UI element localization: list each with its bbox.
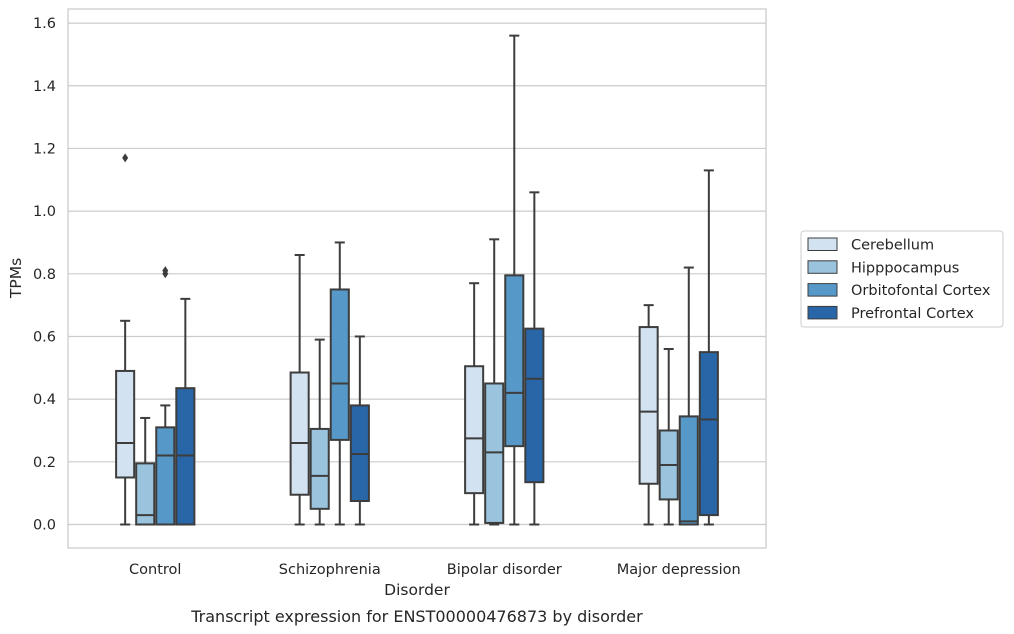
legend-label: Cerebellum — [851, 238, 934, 254]
x-tick-label: Bipolar disorder — [447, 562, 562, 578]
box-iqr — [115, 369, 136, 479]
box — [658, 348, 679, 526]
box — [155, 266, 176, 526]
box — [115, 153, 136, 526]
outlier-marker — [162, 266, 169, 276]
x-tick-label: Control — [129, 562, 181, 578]
box — [678, 266, 699, 526]
y-tick-label: 0.0 — [33, 517, 56, 533]
box-iqr — [135, 462, 156, 526]
box-iqr — [678, 415, 699, 526]
y-tick-label: 0.8 — [33, 267, 56, 283]
box — [309, 338, 330, 526]
legend-label: Orbitofontal Cortex — [851, 283, 991, 299]
series-orbitofontal-cortex — [155, 34, 699, 526]
box-iqr — [309, 427, 330, 510]
box-iqr — [504, 274, 525, 448]
legend-swatch — [807, 283, 838, 297]
y-tick-label: 1.0 — [33, 204, 56, 220]
x-tick-label: Major depression — [617, 562, 741, 578]
box-iqr — [289, 371, 310, 496]
y-axis-title: TPMs — [7, 258, 25, 299]
outlier-marker — [122, 153, 129, 163]
legend-label: Hipppocampus — [851, 260, 959, 276]
series-cerebellum — [115, 153, 659, 526]
box — [464, 282, 485, 526]
series-prefrontal-cortex — [175, 169, 719, 526]
box — [135, 416, 156, 526]
x-axis-ticks: Control Schizophrenia Bipolar disorder Majo… — [129, 562, 741, 578]
box — [349, 335, 370, 526]
box-series — [115, 34, 719, 526]
chart-caption: Transcript expression for ENST0000047687… — [190, 607, 643, 626]
y-tick-label: 1.4 — [33, 79, 56, 95]
box — [524, 191, 545, 526]
box — [638, 304, 659, 526]
x-tick-label: Schizophrenia — [279, 562, 381, 578]
box-iqr — [155, 426, 176, 526]
x-axis-title: Disorder — [384, 581, 450, 599]
box — [698, 169, 719, 526]
legend: Cerebellum Hipppocampus Orbitofontal Corte… — [800, 230, 1004, 328]
legend-label: Prefrontal Cortex — [851, 306, 974, 322]
y-tick-label: 0.2 — [33, 455, 56, 471]
series-hipppocampus — [135, 238, 679, 526]
y-axis-ticks: 0.0 0.2 0.4 0.6 0.8 1.0 1.2 1.4 1.6 — [33, 16, 56, 533]
y-tick-label: 0.4 — [33, 392, 56, 408]
box-iqr — [464, 365, 485, 495]
box — [175, 297, 196, 526]
legend-swatch — [807, 305, 838, 320]
box — [484, 238, 505, 526]
box — [504, 34, 525, 526]
box — [329, 241, 350, 526]
y-tick-label: 0.6 — [33, 329, 56, 345]
box-iqr — [698, 351, 719, 517]
box-iqr — [329, 288, 350, 441]
box — [289, 253, 310, 526]
legend-swatch — [807, 260, 838, 274]
plot-area-frame — [67, 8, 767, 549]
legend-frame — [800, 230, 1004, 328]
legend-swatch — [807, 237, 838, 251]
y-tick-label: 1.2 — [33, 141, 56, 157]
y-tick-label: 1.6 — [33, 16, 56, 32]
box-iqr — [524, 327, 545, 484]
box-iqr — [638, 326, 659, 485]
